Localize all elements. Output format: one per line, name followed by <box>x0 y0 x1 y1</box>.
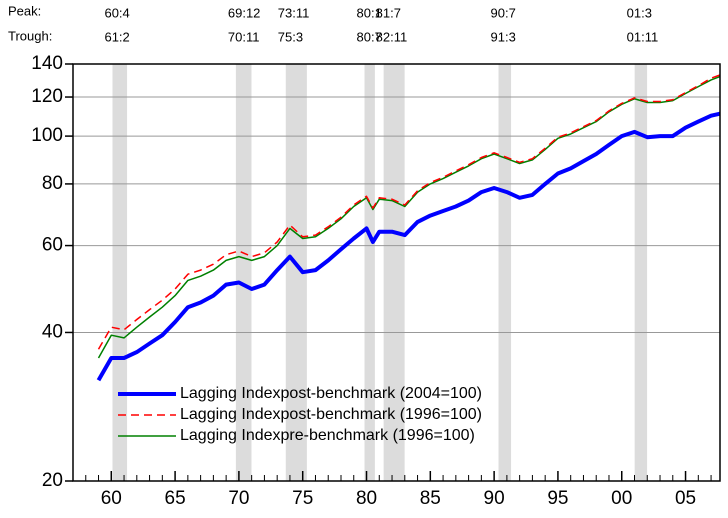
x-tick-label: 00 <box>611 488 632 509</box>
recession-band <box>634 64 648 481</box>
x-tick-label: 85 <box>420 488 441 509</box>
trough-label: 01:11 <box>627 29 659 44</box>
y-tick-label: 20 <box>42 470 63 491</box>
x-tick-label: 75 <box>292 488 313 509</box>
peak-label: 01:3 <box>627 5 652 20</box>
peak-label: 80:1 <box>357 5 382 20</box>
recession-band <box>112 64 128 481</box>
series-line <box>97 75 721 359</box>
peak-label: 69:12 <box>228 5 261 20</box>
x-tick-label: 95 <box>547 488 568 509</box>
peak-label: 90:7 <box>491 5 516 20</box>
y-tick-label: 120 <box>31 86 63 107</box>
trough-label: 80:7 <box>357 29 382 44</box>
y-tick-label: 60 <box>42 235 63 256</box>
series-line <box>97 74 721 350</box>
peak-label: 81:7 <box>376 5 401 20</box>
recession-band <box>235 64 252 481</box>
x-tick-label: 05 <box>675 488 696 509</box>
y-tick-label: 100 <box>31 125 63 146</box>
y-tick-label: 140 <box>31 53 63 74</box>
trough-label: 70:11 <box>228 29 260 44</box>
trough-label: 82:11 <box>376 29 408 44</box>
y-tick-label: 40 <box>42 321 63 342</box>
x-tick-label: 80 <box>356 488 377 509</box>
x-tick-label: 70 <box>228 488 249 509</box>
recession-band <box>383 64 405 481</box>
legend-label: Lagging Indexpost-benchmark (1996=100) <box>180 406 482 423</box>
series-line <box>96 111 721 382</box>
x-tick-label: 65 <box>165 488 186 509</box>
trough-header: Trough: <box>8 28 52 43</box>
recession-band <box>285 64 307 481</box>
peak-label: 60:4 <box>104 5 129 20</box>
trough-label: 75:3 <box>278 29 303 44</box>
peak-label: 73:11 <box>278 5 310 20</box>
recession-band <box>364 64 375 481</box>
y-tick-label: 80 <box>42 173 63 194</box>
trough-label: 91:3 <box>491 29 516 44</box>
x-tick-label: 60 <box>101 488 122 509</box>
legend-label: Lagging Indexpost-benchmark (2004=100) <box>180 385 482 402</box>
legend-label: Lagging Indexpre-benchmark (1996=100) <box>180 427 475 444</box>
peak-header: Peak: <box>8 3 41 18</box>
trough-label: 61:2 <box>104 29 129 44</box>
plot-frame <box>72 63 721 482</box>
recession-band <box>498 64 512 481</box>
x-tick-label: 90 <box>484 488 505 509</box>
